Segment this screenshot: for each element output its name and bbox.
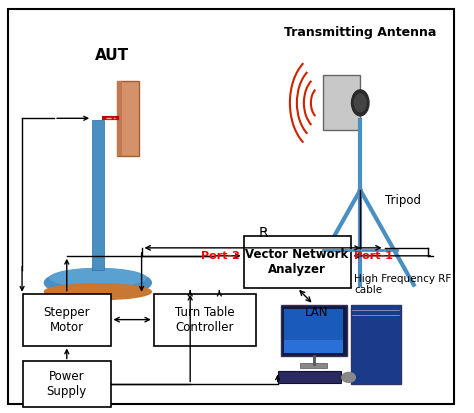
Text: LAN: LAN (305, 306, 328, 319)
Bar (92, 120, 104, 270)
Bar (117, 81, 139, 156)
Ellipse shape (355, 94, 366, 112)
Text: Port-1: Port-1 (355, 251, 393, 261)
Text: Tripod: Tripod (384, 194, 420, 206)
Text: AUT: AUT (95, 48, 129, 63)
Bar (117, 81, 122, 156)
Text: Power
Supply: Power Supply (46, 370, 87, 399)
Ellipse shape (45, 269, 151, 297)
Text: High Frequency RF
cable: High Frequency RF cable (355, 274, 452, 295)
Bar (300, 363, 327, 368)
Bar (154, 294, 256, 346)
Text: Stepper
Motor: Stepper Motor (44, 306, 90, 334)
Ellipse shape (352, 90, 369, 116)
Ellipse shape (49, 268, 146, 288)
Bar (278, 371, 341, 383)
Text: R: R (258, 226, 268, 240)
Ellipse shape (342, 373, 356, 382)
Bar (284, 309, 343, 353)
Bar (351, 305, 401, 385)
Text: Port-2: Port-2 (201, 251, 240, 261)
Bar (23, 361, 110, 407)
Ellipse shape (45, 284, 151, 300)
Text: Vector Network
Analyzer: Vector Network Analyzer (246, 248, 349, 276)
Text: Turn Table
Controller: Turn Table Controller (175, 306, 235, 334)
Bar (244, 236, 351, 288)
Bar (284, 339, 343, 353)
Text: Transmitting Antenna: Transmitting Antenna (284, 26, 437, 39)
Bar (323, 76, 360, 130)
Bar (281, 305, 346, 356)
Bar (23, 294, 110, 346)
